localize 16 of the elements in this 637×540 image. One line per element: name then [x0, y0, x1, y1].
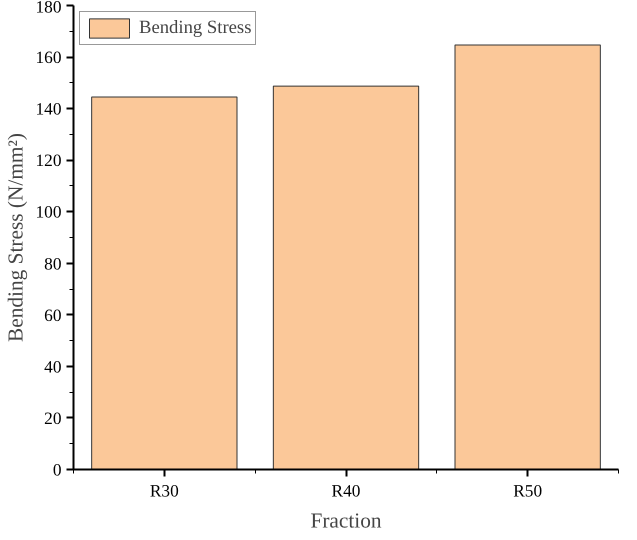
x-tick-label: R30 — [150, 482, 179, 500]
y-tick-label: 40 — [44, 357, 62, 376]
x-axis-title: Fraction — [310, 508, 382, 532]
legend-label: Bending Stress — [139, 17, 252, 39]
y-tick-label: 60 — [44, 306, 62, 325]
y-tick-label: 160 — [36, 48, 62, 68]
x-tick-label: R50 — [513, 482, 542, 500]
y-tick-label: 80 — [44, 254, 62, 274]
y-tick-label: 20 — [44, 408, 62, 428]
y-axis-title: Bending Stress (N/mm²) — [4, 132, 28, 342]
y-tick-label: 140 — [36, 100, 62, 119]
y-tick-label: 120 — [36, 151, 62, 170]
x-tick-label: R40 — [332, 482, 360, 500]
y-tick-label: 0 — [52, 460, 62, 480]
y-tick-label: 180 — [36, 0, 62, 16]
y-tick-label: 100 — [36, 202, 62, 222]
